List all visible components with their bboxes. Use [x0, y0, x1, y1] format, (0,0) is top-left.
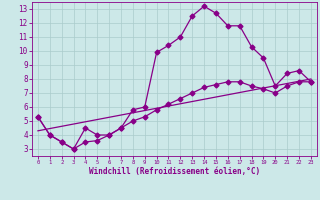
X-axis label: Windchill (Refroidissement éolien,°C): Windchill (Refroidissement éolien,°C)	[89, 167, 260, 176]
